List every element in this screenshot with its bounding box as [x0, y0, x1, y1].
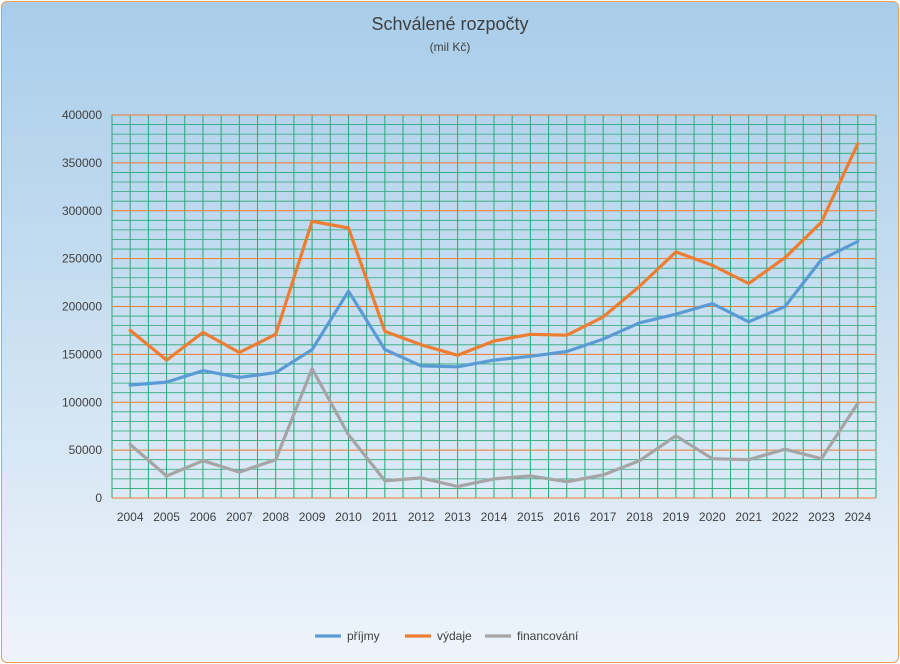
series-lines [128, 142, 860, 489]
y-tick-label: 0 [95, 491, 102, 505]
x-tick-label: 2018 [626, 510, 653, 524]
legend-label: financování [517, 629, 579, 643]
chart-subtitle: (mil Kč) [429, 40, 471, 54]
x-tick-label: 2015 [517, 510, 544, 524]
y-tick-label: 150000 [62, 347, 102, 361]
x-tick-label: 2019 [663, 510, 690, 524]
x-axis-tick-labels: 2004 2005 2006 2007 2008 2009 2010 2011 2012 2013… [117, 510, 872, 524]
x-tick-label: 2011 [372, 510, 398, 524]
x-tick-label: 2010 [335, 510, 362, 524]
y-tick-label: 300000 [62, 204, 102, 218]
y-tick-label: 250000 [62, 252, 102, 266]
x-tick-label: 2020 [699, 510, 726, 524]
legend: příjmy výdaje financování [315, 629, 579, 643]
x-tick-label: 2021 [735, 510, 762, 524]
series-line-0 [128, 239, 860, 387]
x-tick-label: 2009 [299, 510, 326, 524]
x-tick-label: 2016 [553, 510, 580, 524]
y-tick-label: 200000 [62, 300, 102, 314]
x-tick-label: 2006 [190, 510, 217, 524]
x-tick-label: 2007 [226, 510, 253, 524]
series-line-1 [128, 142, 860, 362]
y-axis-tick-labels: 0 50000 100000 150000 200000 250000 300000 3500… [62, 108, 102, 505]
x-tick-label: 2022 [772, 510, 799, 524]
x-tick-label: 2005 [153, 510, 180, 524]
series-line-2 [128, 367, 860, 489]
y-tick-label: 100000 [62, 395, 102, 409]
x-tick-label: 2013 [444, 510, 471, 524]
x-tick-label: 2024 [844, 510, 871, 524]
x-tick-label: 2008 [262, 510, 289, 524]
chart-title: Schválené rozpočty [371, 14, 529, 34]
y-tick-label: 50000 [69, 443, 103, 457]
x-tick-label: 2014 [481, 510, 508, 524]
legend-label: příjmy [347, 629, 380, 643]
x-tick-label: 2017 [590, 510, 617, 524]
y-tick-label: 400000 [62, 108, 102, 122]
x-tick-label: 2004 [117, 510, 144, 524]
legend-label: výdaje [437, 629, 472, 643]
major-gridlines [112, 114, 876, 499]
x-tick-label: 2012 [408, 510, 435, 524]
y-tick-label: 350000 [62, 156, 102, 170]
x-tick-label: 2023 [808, 510, 835, 524]
